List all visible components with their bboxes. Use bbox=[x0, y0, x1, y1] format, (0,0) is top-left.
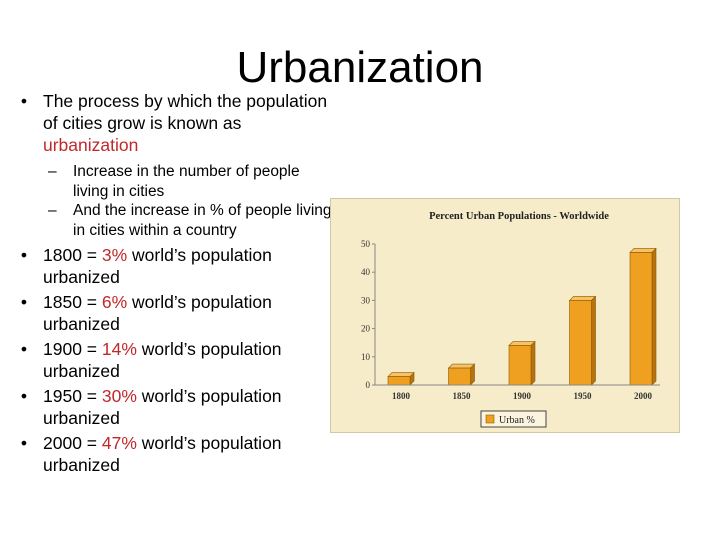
bullet-list: • The process by which the population of … bbox=[14, 90, 334, 476]
sub-bullet-item: – Increase in the number of people living… bbox=[14, 162, 334, 201]
bullet-item: • 1900 = 14% world’s population urbanized bbox=[14, 338, 334, 382]
bullet-highlight: urbanization bbox=[43, 135, 139, 155]
bar-top-face bbox=[568, 296, 597, 301]
bullet-text: The process by which the population of c… bbox=[43, 91, 328, 133]
bullet-dot-icon: • bbox=[20, 433, 28, 453]
bar bbox=[448, 367, 471, 386]
legend-label: Urban % bbox=[499, 415, 535, 426]
bar-top-face bbox=[447, 363, 476, 369]
bullet-highlight: 47% bbox=[101, 433, 137, 453]
bullet-dot-icon: • bbox=[20, 339, 28, 359]
bar-top-face bbox=[508, 341, 536, 346]
bar bbox=[629, 252, 653, 386]
bullet-text-end: world’s population urbanized bbox=[43, 433, 282, 475]
bar-side-face bbox=[530, 340, 536, 386]
y-tick-label: 0 bbox=[366, 380, 371, 390]
bullet-dot-icon: • bbox=[20, 245, 28, 265]
bar bbox=[569, 300, 592, 386]
sub-bullet-item: – And the increase in % of people living … bbox=[14, 201, 334, 240]
bar bbox=[508, 345, 532, 386]
bullet-item: • 1850 = 6% world’s population urbanized bbox=[14, 291, 334, 335]
bullet-item: • 1800 = 3% world’s population urbanized bbox=[14, 244, 334, 288]
bullet-text-end: world’s population urbanized bbox=[43, 386, 282, 428]
bullet-text-end: world’s population urbanized bbox=[43, 292, 272, 334]
bullet-highlight: 6% bbox=[101, 292, 128, 312]
y-tick-label: 20 bbox=[361, 324, 371, 334]
x-tick-label: 1950 bbox=[574, 391, 593, 401]
bar-side-face bbox=[591, 295, 596, 386]
y-tick-label: 50 bbox=[361, 239, 371, 249]
bullet-text: 1850 = bbox=[43, 292, 102, 312]
bullet-text: 2000 = bbox=[43, 433, 102, 453]
bullet-text: 1950 = bbox=[43, 386, 102, 406]
slide-title: Urbanization bbox=[236, 43, 484, 92]
bullet-dot-icon: • bbox=[20, 91, 28, 111]
bar-top-face bbox=[387, 372, 415, 377]
bullet-item: • The process by which the population of … bbox=[14, 90, 334, 156]
x-tick-label: 1900 bbox=[513, 391, 532, 401]
y-tick-label: 30 bbox=[361, 295, 371, 305]
dash-icon: – bbox=[48, 163, 57, 180]
bullet-text-end: world’s population urbanized bbox=[43, 339, 282, 381]
legend-swatch bbox=[485, 414, 495, 424]
bullet-dot-icon: • bbox=[20, 292, 28, 312]
bullet-highlight: 3% bbox=[101, 245, 128, 265]
bar-side-face bbox=[651, 247, 657, 386]
bullet-text: 1900 = bbox=[43, 339, 102, 359]
bullet-highlight: 30% bbox=[101, 386, 137, 406]
legend-box bbox=[480, 410, 547, 428]
bar-chart: Percent Urban Populations - Worldwide 01… bbox=[361, 211, 660, 428]
x-tick-label: 1800 bbox=[392, 391, 411, 401]
y-axis: 0 10 20 30 40 50 bbox=[361, 239, 376, 390]
bullet-text: 1800 = bbox=[43, 245, 102, 265]
bullet-dot-icon: • bbox=[20, 386, 28, 406]
x-tick-label: 1850 bbox=[453, 391, 472, 401]
bar bbox=[387, 376, 411, 386]
legend: Urban % bbox=[480, 410, 547, 428]
x-tick-label: 2000 bbox=[634, 391, 653, 401]
sub-bullet-text: And the increase in % of people living i… bbox=[73, 202, 332, 239]
bullet-highlight: 14% bbox=[101, 339, 137, 359]
sub-bullet-text: Increase in the number of people living … bbox=[73, 163, 300, 200]
bullet-item: • 2000 = 47% world’s population urbanized bbox=[14, 432, 334, 476]
chart-title: Percent Urban Populations - Worldwide bbox=[429, 211, 609, 222]
dash-icon: – bbox=[48, 202, 57, 219]
x-axis: 1800 1850 1900 1950 2000 bbox=[375, 384, 660, 401]
bullet-text-end: world’s population urbanized bbox=[43, 245, 272, 287]
bullet-item: • 1950 = 30% world’s population urbanized bbox=[14, 385, 334, 429]
bar-top-face bbox=[629, 248, 657, 253]
bar-side-face bbox=[470, 363, 475, 386]
bars-group bbox=[387, 247, 657, 386]
y-tick-label: 40 bbox=[361, 267, 371, 277]
y-tick-label: 10 bbox=[361, 352, 371, 362]
